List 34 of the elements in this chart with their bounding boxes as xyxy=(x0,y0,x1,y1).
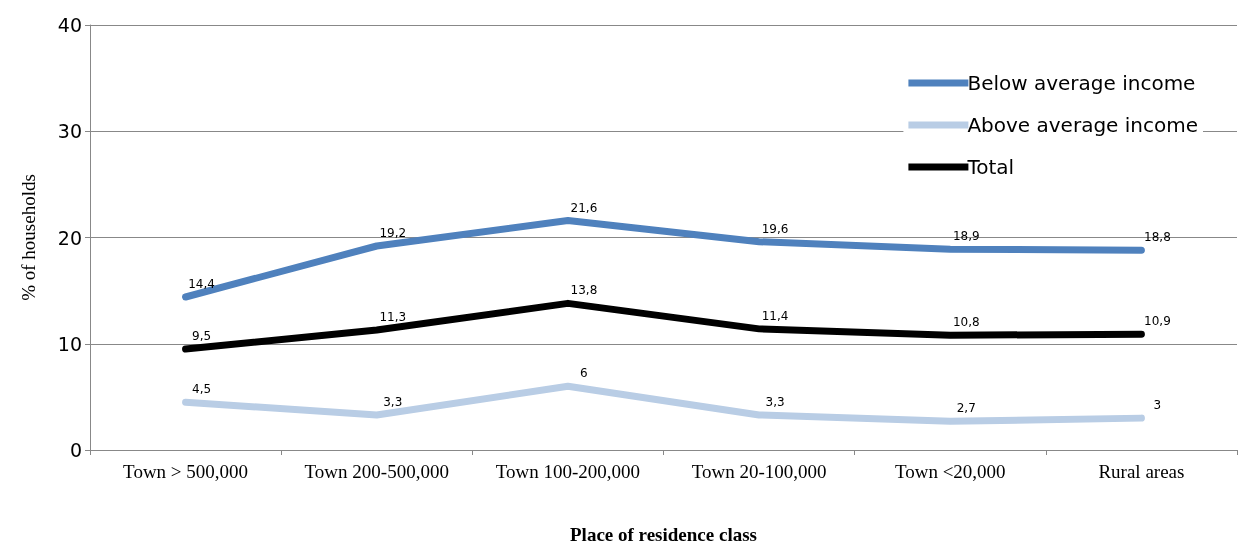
y-tick-label: 40 xyxy=(57,14,82,36)
y-tick-label: 0 xyxy=(69,439,82,461)
x-tick-label: Town 20-100,000 xyxy=(691,461,827,482)
legend-label: Below average income xyxy=(967,71,1196,95)
y-tick-label: 10 xyxy=(57,332,82,355)
data-label: 3,3 xyxy=(765,394,785,409)
x-tick-label: Rural areas xyxy=(1098,461,1185,482)
data-label: 19,2 xyxy=(379,226,407,240)
data-label: 13,8 xyxy=(570,283,598,298)
data-label: 14,4 xyxy=(188,277,215,291)
x-tick-label: Town 200-500,000 xyxy=(304,461,449,482)
data-label: 9,5 xyxy=(192,329,212,344)
data-label: 11,4 xyxy=(761,308,789,323)
data-label: 4,5 xyxy=(192,382,212,397)
data-label: 18,8 xyxy=(1144,230,1171,245)
data-label: 18,9 xyxy=(952,229,980,244)
y-axis-title: % of households xyxy=(18,174,39,301)
data-label: 10,8 xyxy=(952,315,980,330)
y-tick-label: 20 xyxy=(57,226,82,249)
x-tick-label: Town <20,000 xyxy=(894,461,1006,482)
data-label: 11,3 xyxy=(379,309,407,324)
x-tick-label: Town > 500,000 xyxy=(123,461,249,482)
data-label: 6 xyxy=(580,366,588,381)
legend-label: Above average income xyxy=(967,113,1199,137)
x-tick-label: Town 100-200,000 xyxy=(495,461,641,482)
x-axis-title: Place of residence class xyxy=(570,524,757,545)
data-label: 3,3 xyxy=(383,394,403,409)
data-label: 3 xyxy=(1153,398,1162,413)
data-label: 2,7 xyxy=(956,401,976,416)
data-label: 21,6 xyxy=(570,200,598,215)
y-tick-label: 30 xyxy=(57,120,82,143)
data-label: 10,9 xyxy=(1144,314,1171,329)
legend-label: Total xyxy=(966,155,1015,179)
data-label: 19,6 xyxy=(761,221,789,236)
